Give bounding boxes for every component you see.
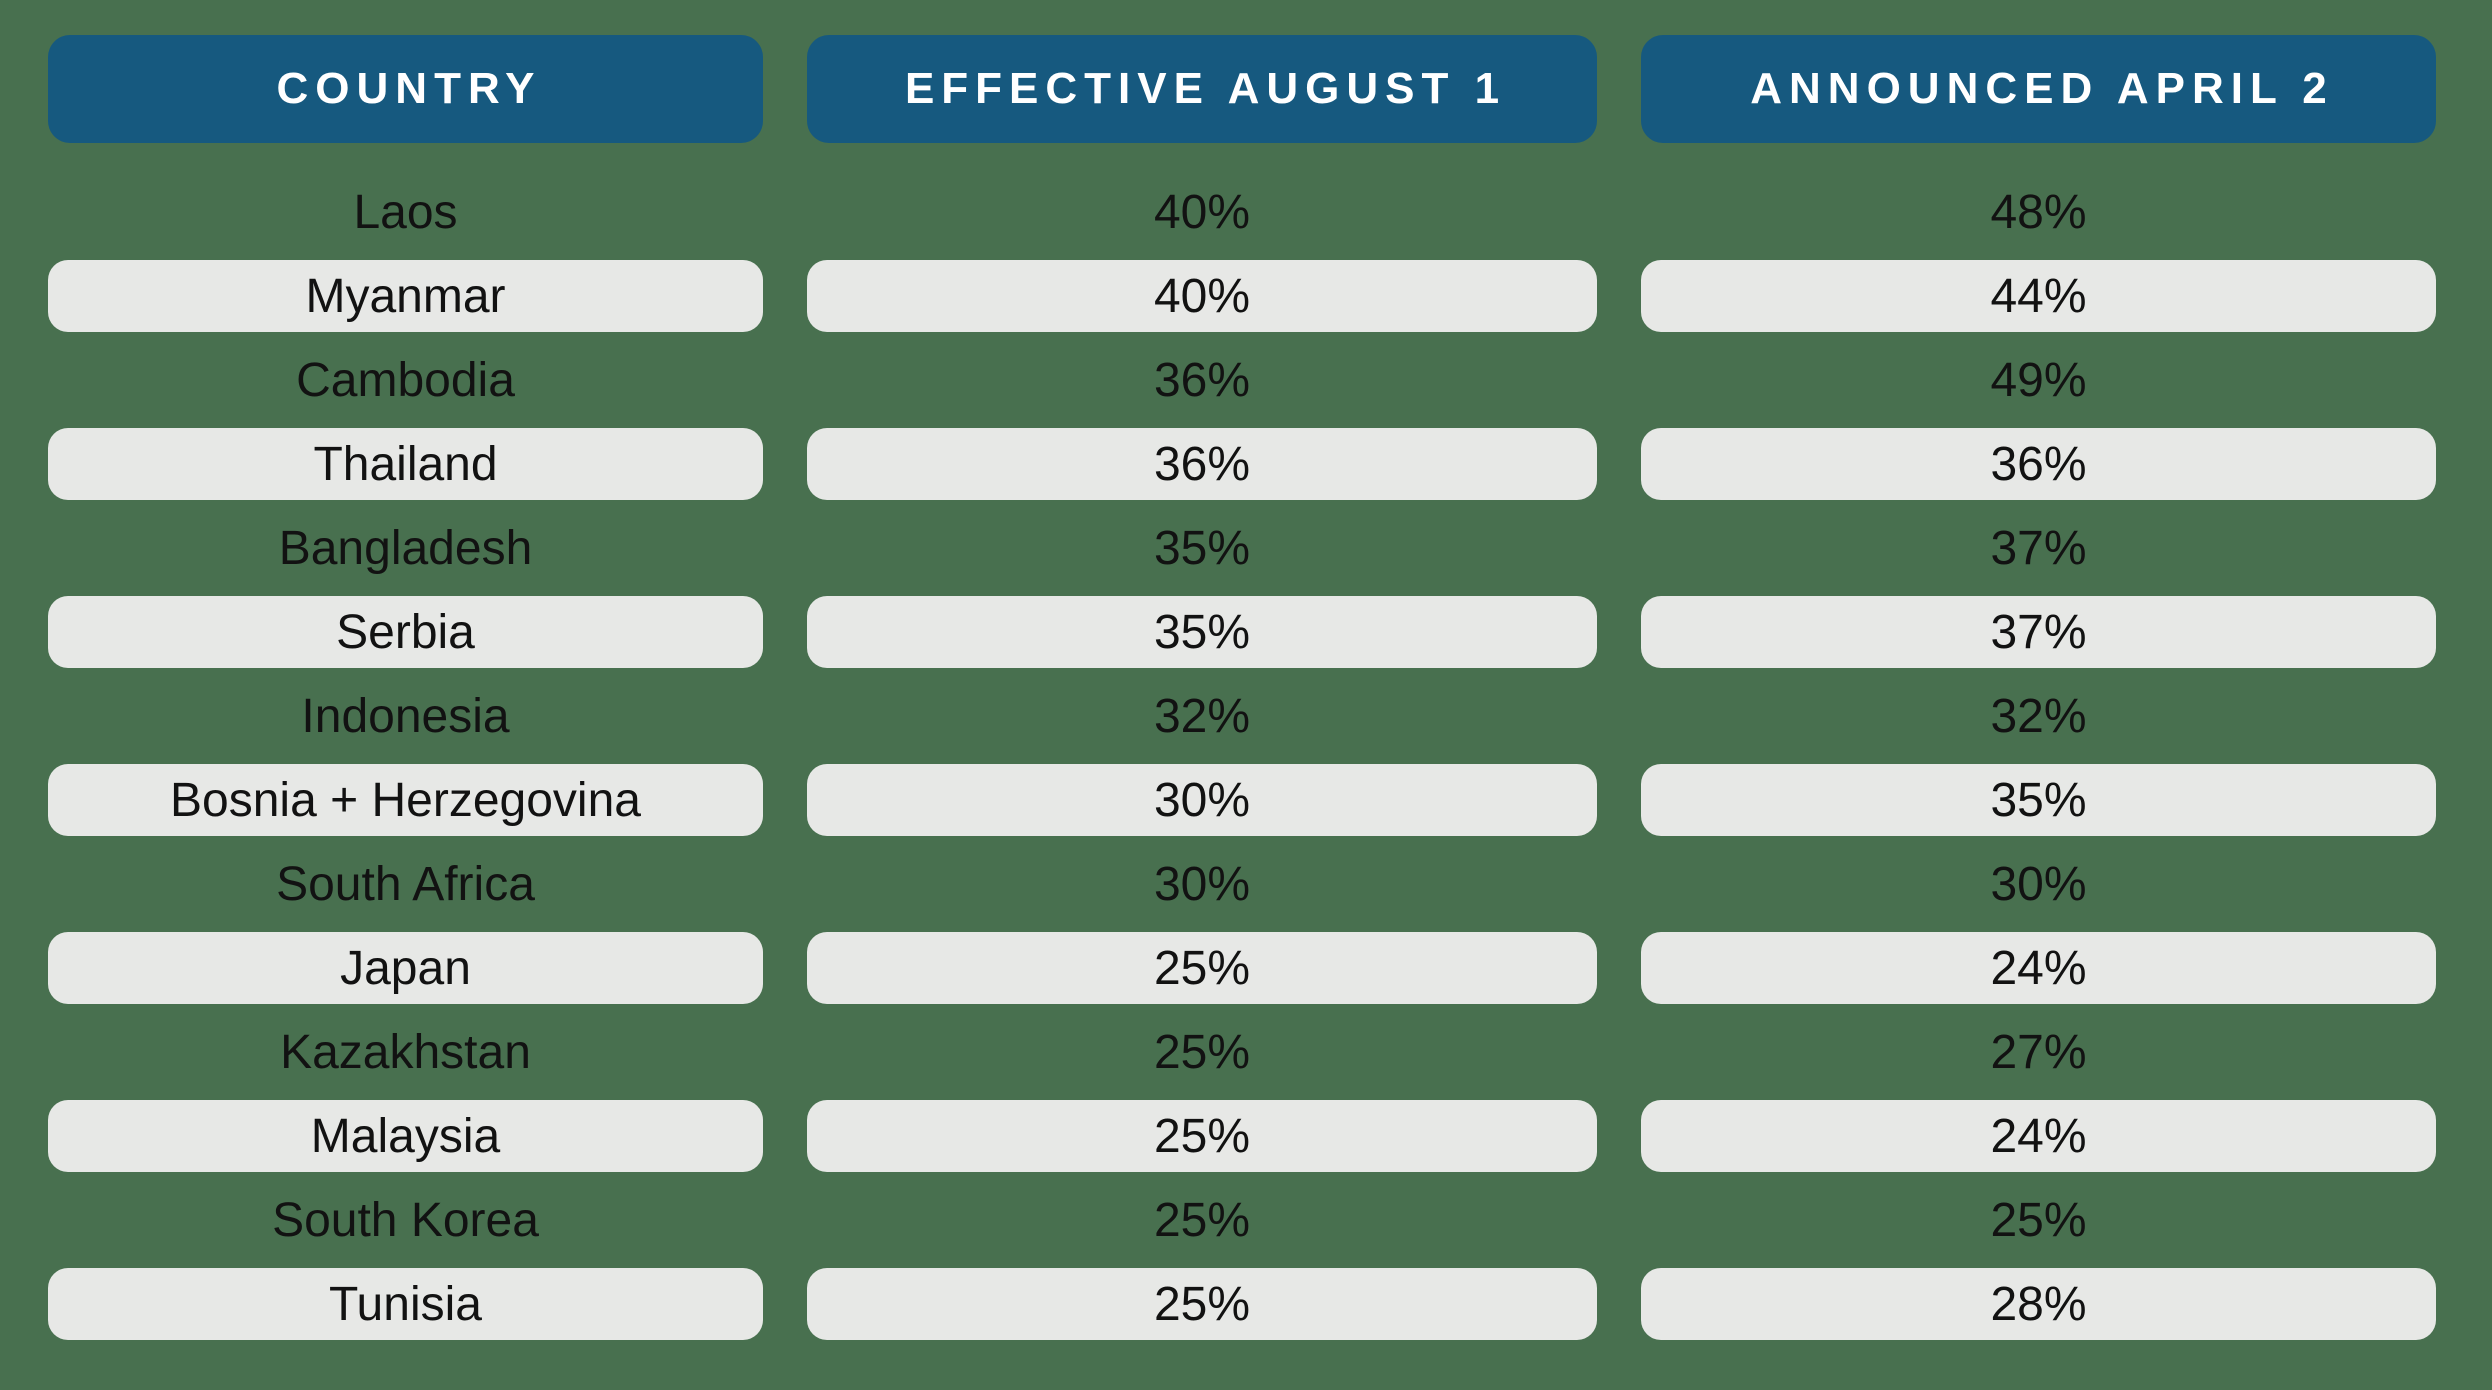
announced-apr2-cell: 35% bbox=[1641, 764, 2436, 836]
effective-aug1-cell: 25% bbox=[807, 932, 1597, 1004]
country-cell: South Africa bbox=[276, 857, 535, 911]
effective-aug1-cell: 32% bbox=[1153, 689, 1251, 743]
announced-apr2-cell: 24% bbox=[1641, 932, 2436, 1004]
announced-apr2-cell: 48% bbox=[1990, 185, 2087, 239]
effective-aug1-cell: 25% bbox=[807, 1100, 1597, 1172]
country-cell: Indonesia bbox=[301, 689, 510, 743]
effective-aug1-cell: 25% bbox=[1153, 1025, 1251, 1079]
announced-apr2-cell: 49% bbox=[1990, 353, 2087, 407]
country-cell: Kazakhstan bbox=[280, 1025, 531, 1079]
effective-aug1-cell: 30% bbox=[807, 764, 1597, 836]
country-cell: South Korea bbox=[272, 1193, 539, 1247]
country-cell: Bosnia + Herzegovina bbox=[48, 764, 763, 836]
country-cell: Thailand bbox=[48, 428, 763, 500]
announced-apr2-cell: 25% bbox=[1990, 1193, 2087, 1247]
announced-apr2-cell: 30% bbox=[1990, 857, 2087, 911]
effective-aug1-cell: 35% bbox=[1153, 521, 1251, 575]
announced-apr2-cell: 24% bbox=[1641, 1100, 2436, 1172]
announced-apr2-cell: 32% bbox=[1990, 689, 2087, 743]
announced-apr2-cell: 44% bbox=[1641, 260, 2436, 332]
column-header-country: COUNTRY bbox=[48, 35, 763, 143]
effective-aug1-cell: 35% bbox=[807, 596, 1597, 668]
country-cell: Japan bbox=[48, 932, 763, 1004]
column-header-announced-april-2: ANNOUNCED APRIL 2 bbox=[1641, 35, 2436, 143]
effective-aug1-cell: 36% bbox=[1153, 353, 1251, 407]
effective-aug1-cell: 25% bbox=[1153, 1193, 1251, 1247]
country-cell: Laos bbox=[353, 185, 458, 239]
effective-aug1-cell: 30% bbox=[1153, 857, 1251, 911]
table-body: Laos 40% 48% Myanmar 40% 44% Cambodia 36% 49% Tha… bbox=[48, 176, 2436, 1340]
effective-aug1-cell: 25% bbox=[807, 1268, 1597, 1340]
country-cell: Serbia bbox=[48, 596, 763, 668]
announced-apr2-cell: 37% bbox=[1990, 521, 2087, 575]
effective-aug1-cell: 40% bbox=[1153, 185, 1251, 239]
announced-apr2-cell: 27% bbox=[1990, 1025, 2087, 1079]
country-cell: Myanmar bbox=[48, 260, 763, 332]
tariff-table: COUNTRY EFFECTIVE AUGUST 1 ANNOUNCED APR… bbox=[48, 35, 2436, 1340]
effective-aug1-cell: 36% bbox=[807, 428, 1597, 500]
country-cell: Bangladesh bbox=[278, 521, 533, 575]
announced-apr2-cell: 28% bbox=[1641, 1268, 2436, 1340]
country-cell: Malaysia bbox=[48, 1100, 763, 1172]
announced-apr2-cell: 36% bbox=[1641, 428, 2436, 500]
country-cell: Cambodia bbox=[296, 353, 515, 407]
effective-aug1-cell: 40% bbox=[807, 260, 1597, 332]
country-cell: Tunisia bbox=[48, 1268, 763, 1340]
column-header-effective-august-1: EFFECTIVE AUGUST 1 bbox=[807, 35, 1597, 143]
table-header-row: COUNTRY EFFECTIVE AUGUST 1 ANNOUNCED APR… bbox=[48, 35, 2436, 143]
announced-apr2-cell: 37% bbox=[1641, 596, 2436, 668]
